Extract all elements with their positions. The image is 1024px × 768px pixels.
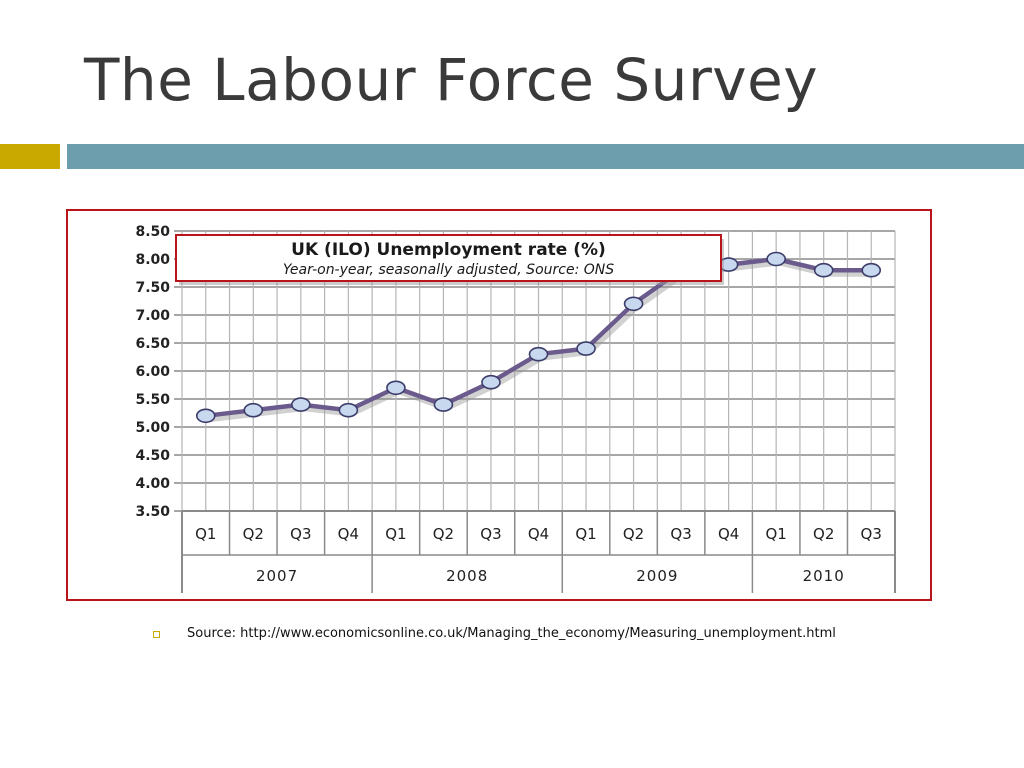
x-tick-label: Q2 bbox=[243, 525, 264, 543]
title-box bbox=[175, 234, 722, 282]
x-tick-label: Q4 bbox=[338, 525, 359, 543]
data-point bbox=[861, 262, 882, 278]
data-point bbox=[528, 346, 549, 362]
data-point bbox=[243, 402, 264, 418]
y-tick-label: 3.50 bbox=[135, 504, 170, 520]
data-point bbox=[766, 251, 786, 267]
x-tick-label: Q3 bbox=[861, 525, 882, 543]
x-tick-label: Q3 bbox=[670, 525, 691, 543]
group-label: 2008 bbox=[446, 567, 488, 585]
slide-title: The Labour Force Survey bbox=[84, 46, 819, 114]
x-tick-label: Q1 bbox=[575, 525, 596, 543]
y-tick-label: 4.50 bbox=[135, 448, 170, 464]
group-label: 2010 bbox=[803, 567, 845, 585]
data-point bbox=[433, 397, 454, 412]
chart-subtitle: Year-on-year, seasonally adjusted, Sourc… bbox=[283, 262, 614, 278]
group-label: 2009 bbox=[636, 567, 678, 585]
y-tick-label: 6.00 bbox=[135, 364, 170, 380]
data-point bbox=[481, 374, 501, 390]
group-label: 2007 bbox=[256, 567, 298, 585]
x-tick-label: Q2 bbox=[623, 525, 644, 543]
y-tick-label: 4.00 bbox=[135, 476, 170, 492]
y-tick-label: 5.00 bbox=[135, 420, 170, 436]
accent-bar-gold bbox=[0, 144, 60, 169]
x-tick-label: Q1 bbox=[195, 525, 216, 543]
source-text: Source: http://www.economicsonline.co.uk… bbox=[187, 626, 836, 641]
y-tick-label: 6.50 bbox=[135, 336, 170, 352]
data-point bbox=[576, 341, 596, 356]
x-tick-label: Q2 bbox=[433, 525, 454, 543]
source-bullet: Source: http://www.economicsonline.co.uk… bbox=[153, 626, 836, 641]
x-tick-label: Q3 bbox=[290, 525, 311, 543]
data-point bbox=[338, 402, 359, 418]
data-point bbox=[195, 408, 216, 424]
accent-bar-blue bbox=[67, 144, 1024, 169]
chart-title: UK (ILO) Unemployment rate (%) bbox=[291, 240, 606, 260]
y-tick-label: 8.50 bbox=[135, 224, 170, 240]
data-point bbox=[386, 380, 406, 396]
y-tick-label: 5.50 bbox=[135, 392, 170, 408]
y-tick-label: 8.00 bbox=[135, 252, 170, 268]
x-tick-label: Q2 bbox=[813, 525, 834, 543]
x-tick-label: Q1 bbox=[385, 525, 406, 543]
y-tick-label: 7.00 bbox=[135, 308, 170, 324]
unemployment-chart: 3.50 4.00 4.50 5.00 5.50 6.00 6.50 7.00 7.50 8.00… bbox=[135, 224, 896, 593]
data-point bbox=[623, 296, 644, 312]
x-tick-label: Q4 bbox=[528, 525, 549, 543]
x-tick-label: Q4 bbox=[718, 525, 739, 543]
y-tick-label: 7.50 bbox=[135, 280, 170, 296]
x-tick-label: Q1 bbox=[765, 525, 786, 543]
data-point bbox=[291, 397, 311, 412]
bullet-square-icon bbox=[153, 631, 160, 638]
data-point bbox=[813, 262, 834, 278]
x-tick-label: Q3 bbox=[480, 525, 501, 543]
chart-frame: 3.50 4.00 4.50 5.00 5.50 6.00 6.50 7.00 7.50 8.00… bbox=[66, 209, 932, 601]
